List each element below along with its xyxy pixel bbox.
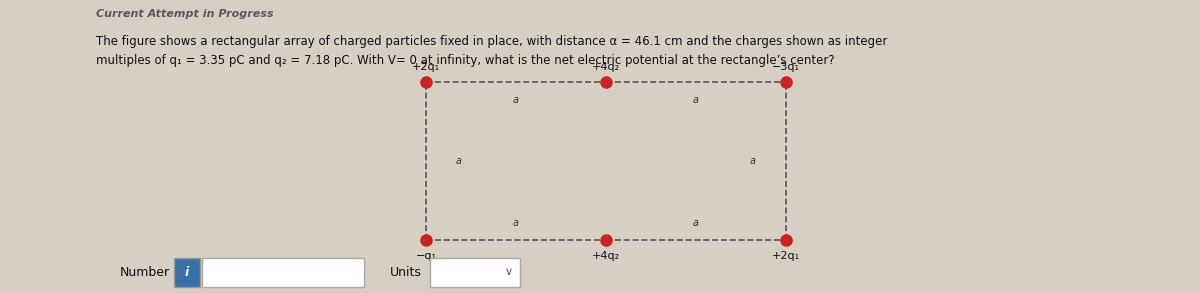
Text: Units: Units <box>390 266 422 279</box>
Text: a: a <box>694 95 700 105</box>
Text: a: a <box>456 156 462 166</box>
Text: ∨: ∨ <box>505 268 512 277</box>
Text: +2q₁: +2q₁ <box>772 251 800 260</box>
Text: −3q₁: −3q₁ <box>772 62 800 72</box>
Text: The figure shows a rectangular array of charged particles fixed in place, with d: The figure shows a rectangular array of … <box>96 35 887 67</box>
FancyBboxPatch shape <box>174 258 200 287</box>
Text: Number: Number <box>120 266 170 279</box>
Text: +2q₁: +2q₁ <box>412 62 440 72</box>
Text: a: a <box>514 218 520 228</box>
Text: a: a <box>514 95 520 105</box>
FancyBboxPatch shape <box>430 258 520 287</box>
Text: −q₁: −q₁ <box>415 251 437 260</box>
Text: a: a <box>694 218 700 228</box>
Text: +4q₂: +4q₂ <box>592 62 620 72</box>
Text: +4q₂: +4q₂ <box>592 251 620 260</box>
FancyBboxPatch shape <box>202 258 364 287</box>
Text: Current Attempt in Progress: Current Attempt in Progress <box>96 9 274 19</box>
Text: i: i <box>185 266 190 279</box>
Text: a: a <box>750 156 756 166</box>
